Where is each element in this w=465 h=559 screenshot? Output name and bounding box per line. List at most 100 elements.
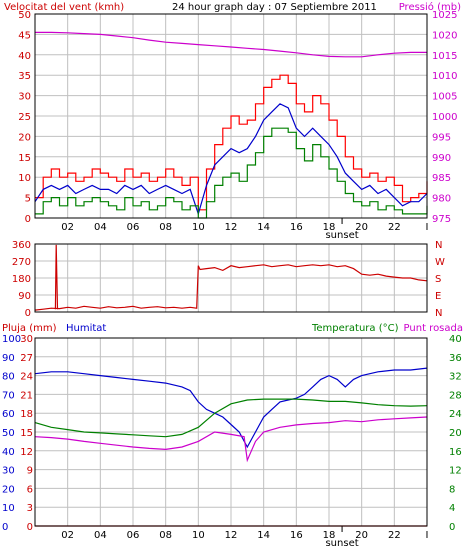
wind-x-tick-label: 14 [257,222,270,233]
pressure-y-tick-label: 990 [432,153,451,164]
dewpoint-axis-label: Punt rosada [404,323,463,334]
climate-sunset-label: sunset [325,538,358,549]
direction-y-tick-label: 270 [12,257,31,268]
humidity-y-tick-label: 0 [2,522,8,533]
pressure-y-tick-label: 985 [432,173,451,184]
wind-y-tick-label: 35 [18,71,31,82]
wind-direction-panel: 360 N 270 W 180 S 90 E 0 N [12,240,445,319]
wind-y-tick-label: 40 [18,51,31,62]
rain-y-tick-label: 0 [27,522,33,533]
wind-y-tick-label: 0 [25,214,31,225]
humidity-y-tick-label: 80 [2,372,15,383]
gust-series-line [35,74,428,211]
wind-x-tick-label: 20 [355,222,368,233]
direction-compass-label: N [435,308,442,319]
humidity-y-tick-label: 70 [2,390,15,401]
direction-y-tick-label: 180 [12,274,31,285]
pressure-y-tick-label: 995 [432,132,451,143]
wind-x-tick-label: 02 [61,222,74,233]
wind-axis-label: Velocitat del vent (kmh) [4,2,124,13]
rain-y-tick-label: 18 [20,409,33,420]
climate-x-tick-label: 06 [127,530,140,541]
temperature-series-line [34,398,428,438]
average-series-line [34,103,428,216]
humidity-y-tick-label: 20 [2,484,15,495]
direction-compass-label: E [435,291,441,302]
pressure-axis-label: Pressió (mb) [399,1,461,13]
rain-y-tick-label: 9 [27,466,33,477]
wind-x-tick-label: 12 [225,222,238,233]
minimum-series-line [35,127,428,219]
rain-y-tick-label: 15 [20,428,33,439]
pressure-y-tick-label: 975 [432,214,451,225]
wind-y-tick-label: 30 [18,92,31,103]
direction-compass-label: W [435,257,445,268]
humidity-y-tick-label: 100 [2,334,21,345]
rain-axis-label: Pluja (mm) [2,323,57,334]
direction-compass-label: N [435,240,442,251]
climate-x-tick-label: I [426,530,429,541]
dewpoint-series-line [34,416,428,463]
pressure-y-tick-label: 1010 [432,71,457,82]
climate-x-tick-label: 22 [388,530,401,541]
temperature-y-tick-label: 24 [449,409,462,420]
rain-y-tick-label: 21 [20,390,33,401]
wind-y-tick-label: 5 [25,194,31,205]
temperature-y-tick-label: 16 [449,447,462,458]
climate-x-tick-label: 04 [94,530,107,541]
rain-y-tick-label: 30 [20,334,33,345]
pressure-y-tick-label: 1025 [432,10,457,21]
wind-x-tick-label: 22 [388,222,401,233]
pressure-y-tick-label: 1000 [432,112,457,123]
humidity-axis-label: Humitat [66,323,106,334]
wind-x-tick-label: 06 [127,222,140,233]
climate-x-tick-label: 16 [290,530,303,541]
direction-spike-line [54,244,59,310]
temperature-y-tick-label: 20 [449,428,462,439]
humidity-y-tick-label: 10 [2,503,15,514]
temperature-y-tick-label: 40 [449,334,462,345]
wind-x-tick-label: I [426,222,429,233]
pressure-y-tick-label: 980 [432,194,451,205]
temperature-y-tick-label: 4 [449,503,455,514]
direction-plot-frame [34,243,428,313]
pressure-y-tick-label: 1015 [432,51,457,62]
wind-x-tick-label: 16 [290,222,303,233]
wind-x-tick-label: 04 [94,222,107,233]
climate-plot-frame [34,337,428,527]
climate-x-tick-label: 18 [323,530,336,541]
wind-x-tick-label: 08 [159,222,172,233]
pressure-series-line [35,31,427,58]
climate-x-tick-label: 02 [61,530,74,541]
wind-y-tick-label: 50 [18,10,31,21]
humidity-y-tick-label: 50 [2,428,15,439]
humidity-y-tick-label: 40 [2,447,15,458]
rain-y-tick-label: 3 [27,503,33,514]
wind-y-tick-label: 20 [18,132,31,143]
temperature-y-tick-label: 8 [449,484,455,495]
climate-x-tick-label: 20 [355,530,368,541]
rain-y-tick-label: 27 [20,353,33,364]
direction-y-tick-label: 0 [25,308,31,319]
wind-y-tick-label: 25 [18,112,31,123]
climate-x-tick-label: 08 [159,530,172,541]
temperature-axis-label: Temperatura (°C) [311,323,399,334]
wind-y-tick-label: 15 [18,153,31,164]
chart-title: 24 hour graph day : 07 Septiembre 2011 [172,2,377,13]
direction-y-tick-label: 90 [18,291,31,302]
humidity-series-line [34,367,428,449]
pressure-y-tick-label: 1020 [432,30,457,41]
direction-compass-label: S [435,274,441,285]
pressure-y-tick-label: 1005 [432,92,457,103]
temperature-y-tick-label: 32 [449,372,462,383]
temperature-y-tick-label: 12 [449,466,462,477]
direction-y-tick-label: 360 [12,240,31,251]
temperature-y-tick-label: 0 [449,522,455,533]
rain-y-tick-label: 24 [20,372,33,383]
humidity-y-tick-label: 60 [2,409,15,420]
wind-y-tick-label: 10 [18,173,31,184]
